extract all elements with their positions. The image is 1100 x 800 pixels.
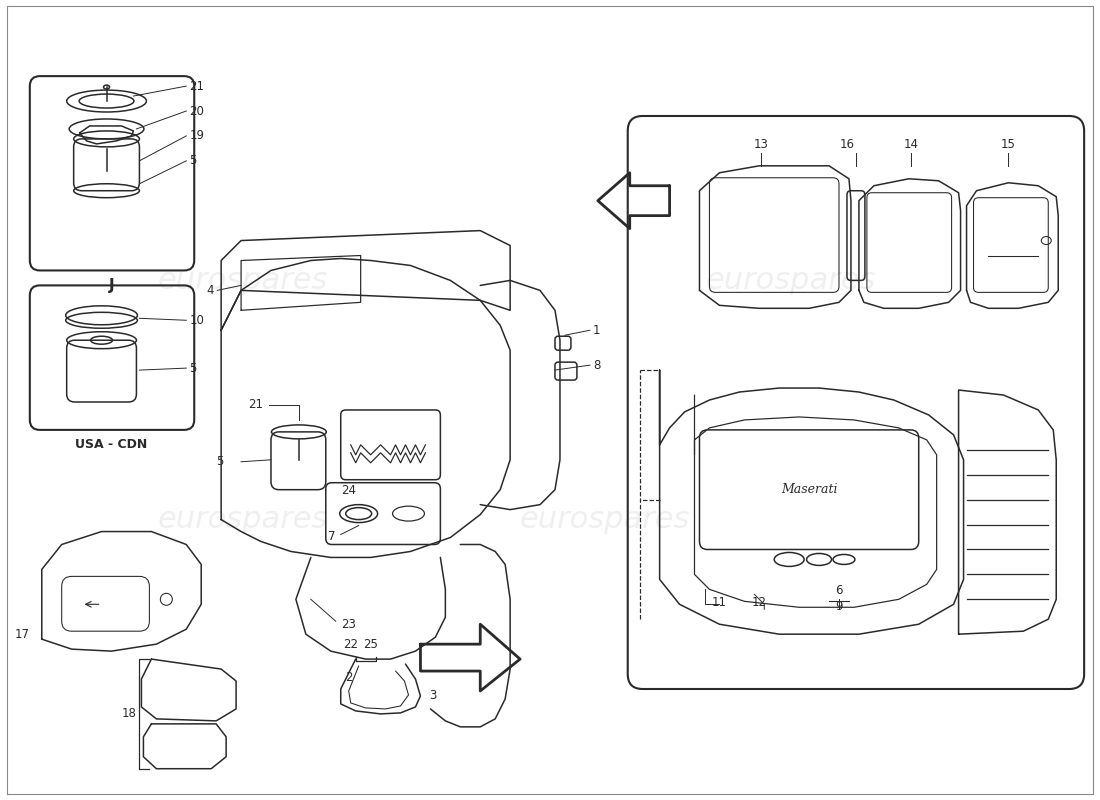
- Text: 15: 15: [1001, 138, 1015, 151]
- Text: Maserati: Maserati: [781, 483, 837, 496]
- Text: USA - CDN: USA - CDN: [76, 438, 147, 451]
- Text: 19: 19: [189, 130, 205, 142]
- Text: 21: 21: [248, 398, 263, 411]
- Text: 24: 24: [341, 484, 355, 497]
- Text: 4: 4: [207, 284, 215, 297]
- Text: 10: 10: [189, 314, 205, 326]
- Text: 23: 23: [341, 618, 355, 630]
- Text: 14: 14: [903, 138, 918, 151]
- Text: 12: 12: [751, 596, 767, 610]
- Text: 1: 1: [593, 324, 601, 337]
- Text: 8: 8: [593, 358, 601, 372]
- Text: eurospares: eurospares: [158, 505, 328, 534]
- Text: 7: 7: [328, 530, 336, 543]
- Text: eurospares: eurospares: [706, 266, 877, 295]
- Text: 11: 11: [712, 596, 727, 610]
- Text: 6: 6: [835, 584, 843, 598]
- Text: 20: 20: [189, 105, 205, 118]
- Text: 25: 25: [363, 638, 378, 651]
- Text: 17: 17: [14, 628, 30, 641]
- Text: 13: 13: [754, 138, 769, 151]
- Text: J: J: [109, 278, 114, 294]
- Text: 2: 2: [345, 671, 352, 684]
- Text: eurospares: eurospares: [519, 505, 690, 534]
- Text: 16: 16: [839, 138, 855, 151]
- Text: 9: 9: [835, 600, 843, 614]
- Text: eurospares: eurospares: [158, 266, 328, 295]
- Text: 21: 21: [189, 79, 205, 93]
- Text: 5: 5: [216, 455, 223, 468]
- Text: 3: 3: [429, 689, 436, 702]
- Text: 18: 18: [122, 707, 136, 721]
- Text: 5: 5: [189, 154, 197, 167]
- Text: 5: 5: [189, 362, 197, 374]
- Text: 22: 22: [343, 638, 359, 651]
